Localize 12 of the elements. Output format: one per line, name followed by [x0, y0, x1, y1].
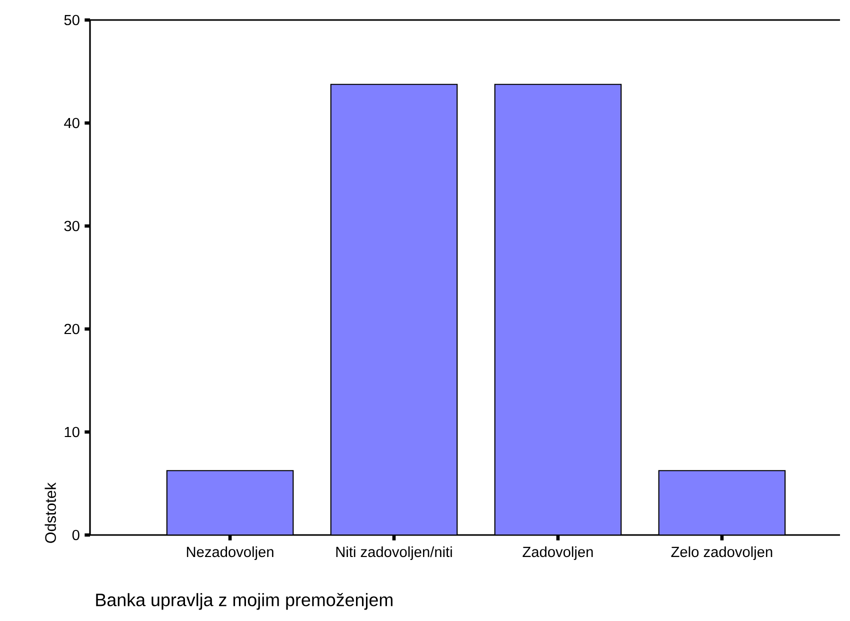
y-tick-label: 20 [64, 324, 80, 334]
y-tick-label: 40 [64, 118, 80, 128]
y-tick-label: 0 [72, 530, 80, 540]
y-axis-title: Odstotek [44, 482, 56, 543]
x-tick-label: Niti zadovoljen/niti [336, 546, 452, 560]
y-tick-label: 10 [64, 426, 80, 438]
y-tick-label: 30 [64, 220, 80, 232]
y-tick-label: 50 [64, 14, 80, 26]
x-axis-title: Banka upravlja z mojim premoženjem [96, 593, 392, 610]
x-tick-label: Zelo zadovoljen [671, 546, 772, 560]
x-tick-label: Zadovoljen [522, 546, 593, 560]
x-tick-label: Nezadovoljen [186, 546, 274, 560]
